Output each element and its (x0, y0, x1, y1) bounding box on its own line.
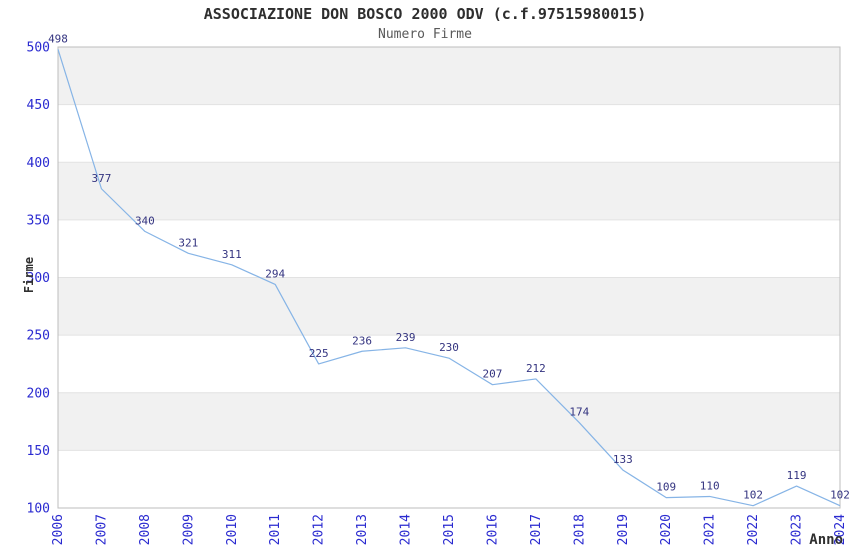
x-tick-label: 2008 (138, 514, 153, 545)
data-label: 230 (439, 341, 459, 354)
y-tick-label: 450 (27, 98, 50, 113)
y-tick-label: 200 (27, 386, 50, 401)
y-axis-title: Firme (22, 257, 36, 293)
data-label: 340 (135, 214, 155, 227)
y-tick-label: 500 (27, 41, 50, 56)
y-tick-label: 250 (27, 329, 50, 344)
data-label: 133 (613, 453, 633, 466)
data-label: 174 (569, 406, 589, 419)
x-tick-label: 2015 (442, 514, 457, 545)
x-tick-label: 2009 (181, 514, 196, 545)
data-label: 321 (178, 236, 198, 249)
y-tick-label: 300 (27, 271, 50, 286)
data-label: 236 (352, 334, 372, 347)
x-tick-label: 2019 (616, 514, 631, 545)
data-label: 212 (526, 362, 546, 375)
data-label: 119 (787, 469, 807, 482)
data-label: 377 (92, 172, 112, 185)
series-line (57, 49, 841, 507)
data-label: 207 (483, 368, 503, 381)
x-tick-label: 2020 (659, 514, 674, 545)
data-label: 239 (396, 331, 416, 344)
x-tick-label: 2012 (312, 514, 327, 545)
data-label: 102 (830, 489, 850, 502)
y-tick-label: 100 (27, 502, 50, 517)
x-tick-label: 2010 (225, 514, 240, 545)
x-tick-label: 2006 (51, 514, 66, 545)
y-tick-label: 150 (27, 444, 50, 459)
x-tick-label: 2007 (94, 514, 109, 545)
data-label: 294 (265, 267, 285, 280)
x-tick-label: 2016 (485, 514, 500, 545)
x-tick-label: 2022 (746, 514, 761, 545)
y-tick-label: 350 (27, 213, 50, 228)
y-grid-band (58, 277, 840, 336)
chart-subtitle: Numero Firme (378, 27, 472, 42)
data-label: 109 (656, 481, 676, 494)
x-axis-title: Anno (809, 532, 843, 548)
y-grid-band (58, 47, 840, 105)
x-tick-label: 2013 (355, 514, 370, 545)
x-tick-label: 2023 (790, 514, 805, 545)
x-tick-label: 2018 (572, 514, 587, 545)
data-label: 225 (309, 347, 329, 360)
y-tick-label: 400 (27, 156, 50, 171)
data-label: 110 (700, 479, 720, 492)
x-tick-label: 2024 (833, 514, 848, 545)
y-grid-band (58, 392, 840, 451)
plot-border (57, 46, 841, 509)
x-tick-label: 2011 (268, 514, 283, 545)
x-tick-label: 2017 (529, 514, 544, 545)
chart-title: ASSOCIAZIONE DON BOSCO 2000 ODV (c.f.975… (203, 5, 647, 23)
y-grid-band (58, 162, 840, 220)
data-label: 498 (48, 32, 68, 45)
x-tick-label: 2021 (703, 514, 718, 545)
data-label: 102 (743, 489, 763, 502)
data-label: 311 (222, 248, 242, 261)
x-tick-label: 2014 (399, 514, 414, 545)
